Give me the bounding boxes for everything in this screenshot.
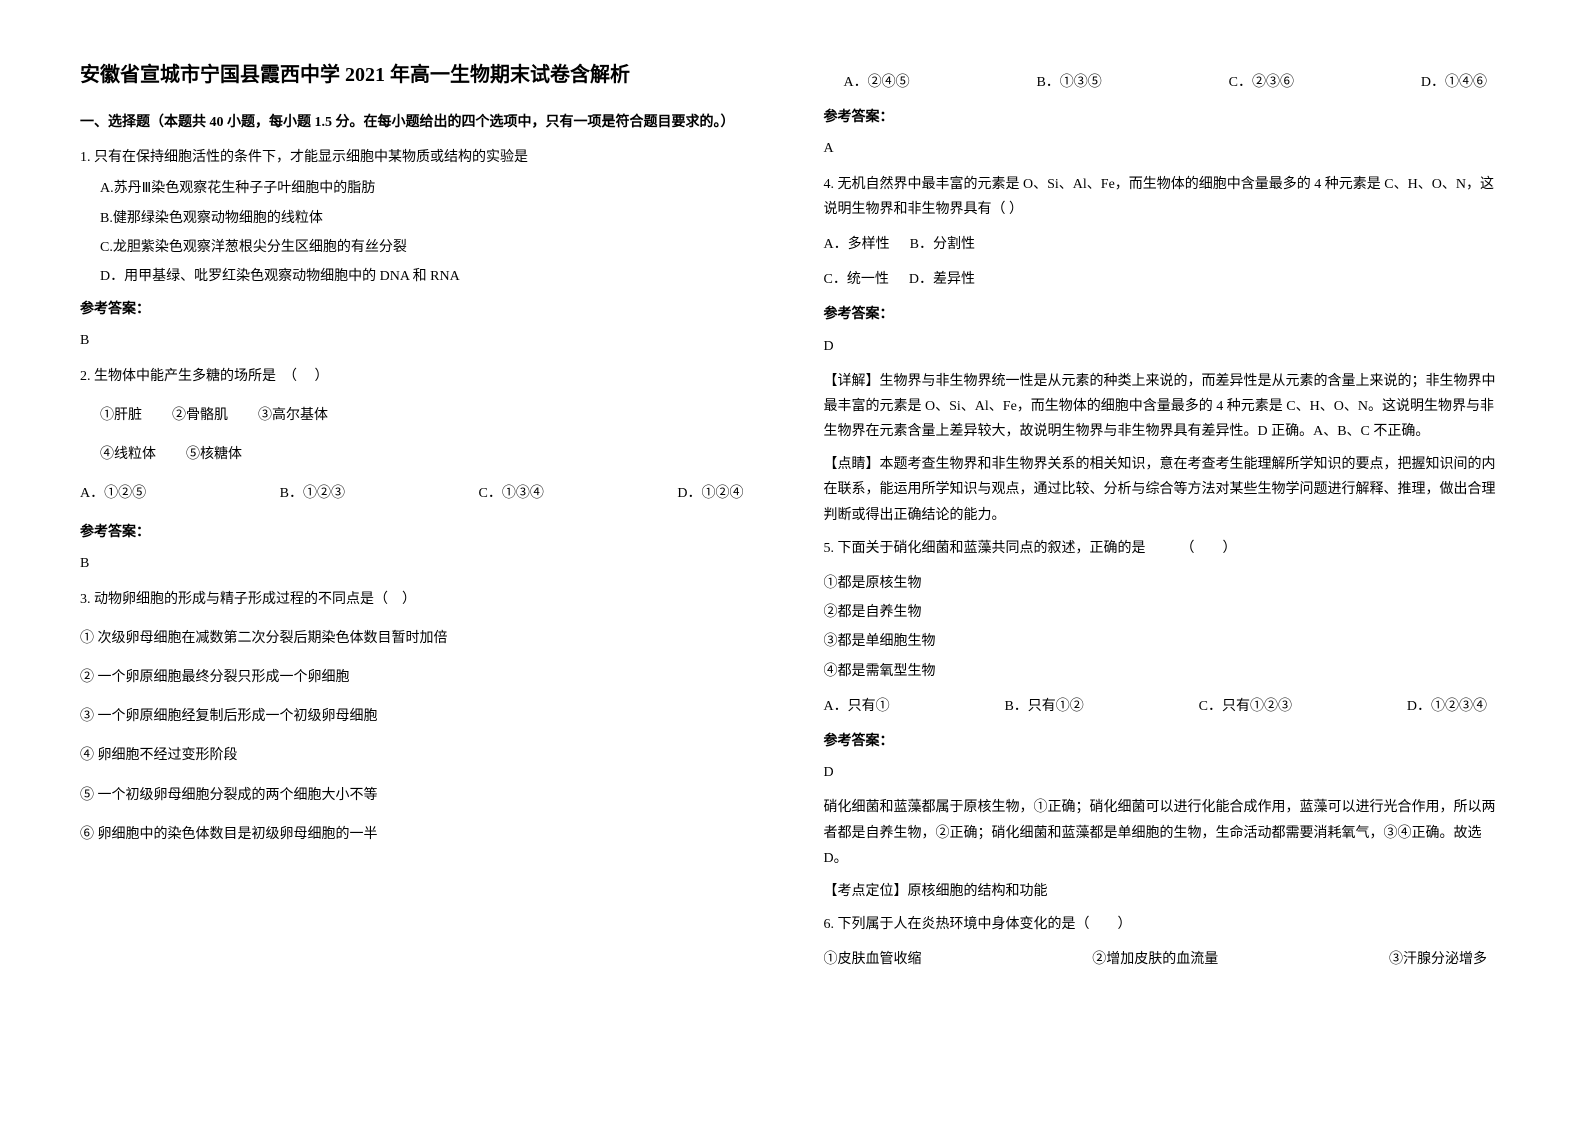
item-list: ①都是原核生物 ②都是自养生物 ③都是单细胞生物 ④都是需氧型生物 bbox=[824, 571, 1508, 684]
answer-label: 参考答案： bbox=[824, 302, 1508, 327]
explanation-point: 【点睛】本题考查生物界和非生物界关系的相关知识，意在考查考生能理解所学知识的要点… bbox=[824, 452, 1508, 528]
item-2: ② 一个卵原细胞最终分裂只形成一个卵细胞 bbox=[80, 665, 764, 690]
answer-label: 参考答案： bbox=[80, 520, 764, 545]
question-6: 6. 下列属于人在炎热环境中身体变化的是（ ） ①皮肤血管收缩 ②增加皮肤的血流… bbox=[824, 912, 1508, 972]
item-3: ③都是单细胞生物 bbox=[824, 629, 1508, 654]
question-4: 4. 无机自然界中最丰富的元素是 O、Si、Al、Fe，而生物体的细胞中含量最多… bbox=[824, 172, 1508, 528]
answer-label: 参考答案： bbox=[824, 105, 1508, 130]
option-d: D．①②③④ bbox=[1407, 694, 1487, 719]
question-text: 6. 下列属于人在炎热环境中身体变化的是（ ） bbox=[824, 912, 1508, 937]
answer-value: B bbox=[80, 328, 764, 353]
option-c: C．②③⑥ bbox=[1229, 70, 1294, 95]
document-title: 安徽省宣城市宁国县霞西中学 2021 年高一生物期末试卷含解析 bbox=[80, 60, 764, 90]
item-1: ①肝脏 bbox=[100, 403, 142, 428]
option-a: A.苏丹Ⅲ染色观察花生种子子叶细胞中的脂肪 bbox=[100, 176, 764, 201]
item-6: ⑥ 卵细胞中的染色体数目是初级卵母细胞的一半 bbox=[80, 822, 764, 847]
option-c: C．只有①②③ bbox=[1199, 694, 1292, 719]
item-row: ①皮肤血管收缩 ②增加皮肤的血流量 ③汗腺分泌增多 bbox=[824, 947, 1508, 972]
item-4: ④ 卵细胞不经过变形阶段 bbox=[80, 743, 764, 768]
right-column: A．②④⑤ B．①③⑤ C．②③⑥ D．①④⑥ 参考答案： A 4. 无机自然界… bbox=[824, 60, 1508, 982]
question-text: 5. 下面关于硝化细菌和蓝藻共同点的叙述，正确的是 （ ） bbox=[824, 536, 1508, 561]
section-header: 一、选择题（本题共 40 小题，每小题 1.5 分。在每小题给出的四个选项中，只… bbox=[80, 110, 764, 135]
item-1: ①皮肤血管收缩 bbox=[824, 947, 922, 972]
options-row-2: C．统一性 D．差异性 bbox=[824, 267, 1508, 292]
item-3: ③汗腺分泌增多 bbox=[1389, 947, 1487, 972]
item-2: ②增加皮肤的血流量 bbox=[1092, 947, 1218, 972]
option-a: A．只有① bbox=[824, 694, 890, 719]
question-text: 1. 只有在保持细胞活性的条件下，才能显示细胞中某物质或结构的实验是 bbox=[80, 145, 764, 170]
option-b: B．①②③ bbox=[280, 481, 345, 506]
option-c: C．①③④ bbox=[479, 481, 544, 506]
question-5: 5. 下面关于硝化细菌和蓝藻共同点的叙述，正确的是 （ ） ①都是原核生物 ②都… bbox=[824, 536, 1508, 904]
option-a: A．多样性 bbox=[824, 232, 890, 257]
option-c: C.龙胆紫染色观察洋葱根尖分生区细胞的有丝分裂 bbox=[100, 235, 764, 260]
item-row-1: ①肝脏 ②骨骼肌 ③高尔基体 bbox=[100, 403, 764, 428]
explanation-point: 【考点定位】原核细胞的结构和功能 bbox=[824, 879, 1508, 904]
question-1: 1. 只有在保持细胞活性的条件下，才能显示细胞中某物质或结构的实验是 A.苏丹Ⅲ… bbox=[80, 145, 764, 353]
q3-options-row: A．②④⑤ B．①③⑤ C．②③⑥ D．①④⑥ bbox=[844, 70, 1508, 95]
options-row: A．①②⑤ B．①②③ C．①③④ D．①②④ bbox=[80, 481, 764, 506]
left-column: 安徽省宣城市宁国县霞西中学 2021 年高一生物期末试卷含解析 一、选择题（本题… bbox=[80, 60, 764, 982]
option-b: B.健那绿染色观察动物细胞的线粒体 bbox=[100, 206, 764, 231]
question-text: 3. 动物卵细胞的形成与精子形成过程的不同点是（ ） bbox=[80, 587, 764, 612]
option-d: D．用甲基绿、吡罗红染色观察动物细胞中的 DNA 和 RNA bbox=[100, 264, 764, 289]
item-2: ②都是自养生物 bbox=[824, 600, 1508, 625]
item-3: ③高尔基体 bbox=[258, 403, 328, 428]
explanation-detail: 【详解】生物界与非生物界统一性是从元素的种类上来说的，而差异性是从元素的含量上来… bbox=[824, 369, 1508, 445]
option-d: D．①②④ bbox=[677, 481, 743, 506]
option-a: A．②④⑤ bbox=[844, 70, 910, 95]
item-5: ⑤ 一个初级卵母细胞分裂成的两个细胞大小不等 bbox=[80, 783, 764, 808]
item-row-2: ④线粒体 ⑤核糖体 bbox=[100, 442, 764, 467]
explanation-detail: 硝化细菌和蓝藻都属于原核生物，①正确；硝化细菌可以进行化能合成作用，蓝藻可以进行… bbox=[824, 795, 1508, 871]
item-2: ②骨骼肌 bbox=[172, 403, 228, 428]
question-2: 2. 生物体中能产生多糖的场所是 （ ） ①肝脏 ②骨骼肌 ③高尔基体 ④线粒体… bbox=[80, 364, 764, 577]
answer-value: D bbox=[824, 760, 1508, 785]
item-3: ③ 一个卵原细胞经复制后形成一个初级卵母细胞 bbox=[80, 704, 764, 729]
answer-value: B bbox=[80, 551, 764, 576]
option-d: D．差异性 bbox=[909, 267, 975, 292]
answer-label: 参考答案： bbox=[80, 297, 764, 322]
option-a: A．①②⑤ bbox=[80, 481, 146, 506]
option-b: B．只有①② bbox=[1004, 694, 1083, 719]
options-row-1: A．多样性 B．分割性 bbox=[824, 232, 1508, 257]
question-text: 2. 生物体中能产生多糖的场所是 （ ） bbox=[80, 364, 764, 389]
option-b: B．分割性 bbox=[910, 232, 975, 257]
option-c: C．统一性 bbox=[824, 267, 889, 292]
answer-value: D bbox=[824, 334, 1508, 359]
options-row: A．只有① B．只有①② C．只有①②③ D．①②③④ bbox=[824, 694, 1508, 719]
question-3: 3. 动物卵细胞的形成与精子形成过程的不同点是（ ） ① 次级卵母细胞在减数第二… bbox=[80, 587, 764, 847]
option-b: B．①③⑤ bbox=[1036, 70, 1101, 95]
item-4: ④都是需氧型生物 bbox=[824, 659, 1508, 684]
item-1: ① 次级卵母细胞在减数第二次分裂后期染色体数目暂时加倍 bbox=[80, 626, 764, 651]
answer-value: A bbox=[824, 136, 1508, 161]
answer-label: 参考答案： bbox=[824, 729, 1508, 754]
item-4: ④线粒体 bbox=[100, 442, 156, 467]
question-text: 4. 无机自然界中最丰富的元素是 O、Si、Al、Fe，而生物体的细胞中含量最多… bbox=[824, 172, 1508, 222]
item-1: ①都是原核生物 bbox=[824, 571, 1508, 596]
option-d: D．①④⑥ bbox=[1421, 70, 1487, 95]
page-container: 安徽省宣城市宁国县霞西中学 2021 年高一生物期末试卷含解析 一、选择题（本题… bbox=[80, 60, 1507, 982]
item-5: ⑤核糖体 bbox=[186, 442, 242, 467]
